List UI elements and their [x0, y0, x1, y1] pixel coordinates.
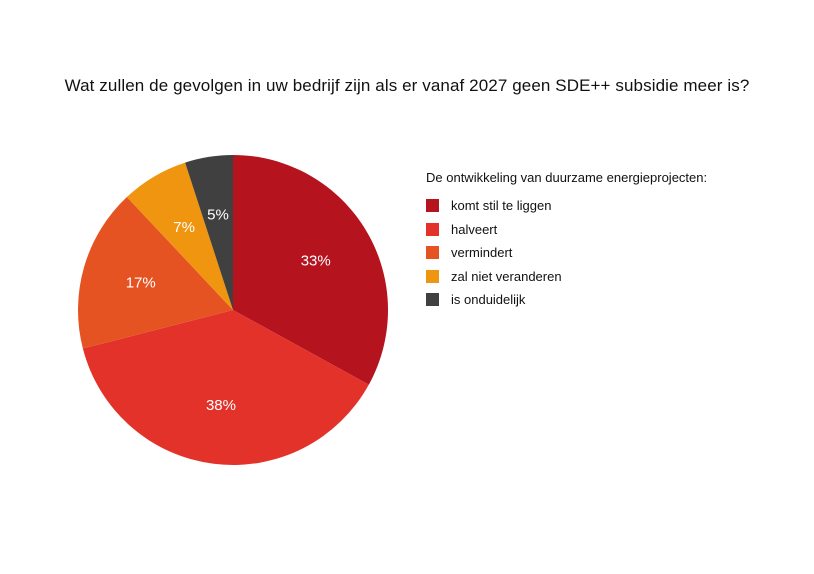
chart-title: Wat zullen de gevolgen in uw bedrijf zij…: [64, 76, 750, 95]
slice-label-halveert: 38%: [206, 397, 236, 414]
legend-swatch: [426, 293, 439, 307]
legend-label: zal niet veranderen: [451, 268, 562, 284]
pie-slices: [78, 155, 388, 465]
legend-swatch: [426, 199, 439, 213]
legend-swatch: [426, 222, 439, 236]
legend-swatch: [426, 269, 439, 283]
legend-item-halveert: halveert: [426, 218, 707, 242]
pie-slice-zal-niet-veranderen: [126, 162, 233, 310]
slice-label-zal-niet-veranderen: 7%: [173, 219, 195, 236]
legend-item-zal-niet-veranderen: zal niet veranderen: [426, 265, 707, 289]
slice-label-komt-stil-te-liggen: 33%: [301, 253, 331, 270]
pie-slice-komt-stil-te-liggen: [233, 155, 388, 385]
pie-slice-vermindert: [78, 197, 234, 349]
pie-slice-halveert: [82, 310, 369, 465]
legend-label: komt stil te liggen: [451, 198, 552, 214]
legend-item-vermindert: vermindert: [426, 241, 707, 265]
pie-slice-is-onduidelijk: [185, 155, 233, 310]
pie-labels: 33% 38% 17% 7% 5%: [126, 207, 331, 414]
legend-swatch: [426, 246, 439, 260]
legend-label: halveert: [451, 221, 498, 237]
legend-item-is-onduidelijk: is onduidelijk: [426, 288, 707, 312]
slice-label-is-onduidelijk: 5%: [207, 207, 229, 224]
legend-items: komt stil te liggen halveert vermindert zal…: [426, 194, 707, 312]
legend-title: De ontwikkeling van duurzame energieproj…: [426, 170, 708, 185]
slice-label-vermindert: 17%: [126, 275, 156, 292]
legend-label: vermindert: [451, 245, 513, 261]
legend: De ontwikkeling van duurzame energieproj…: [426, 170, 707, 312]
legend-label: is onduidelijk: [451, 292, 526, 308]
legend-item-komt-stil-te-liggen: komt stil te liggen: [426, 194, 707, 218]
